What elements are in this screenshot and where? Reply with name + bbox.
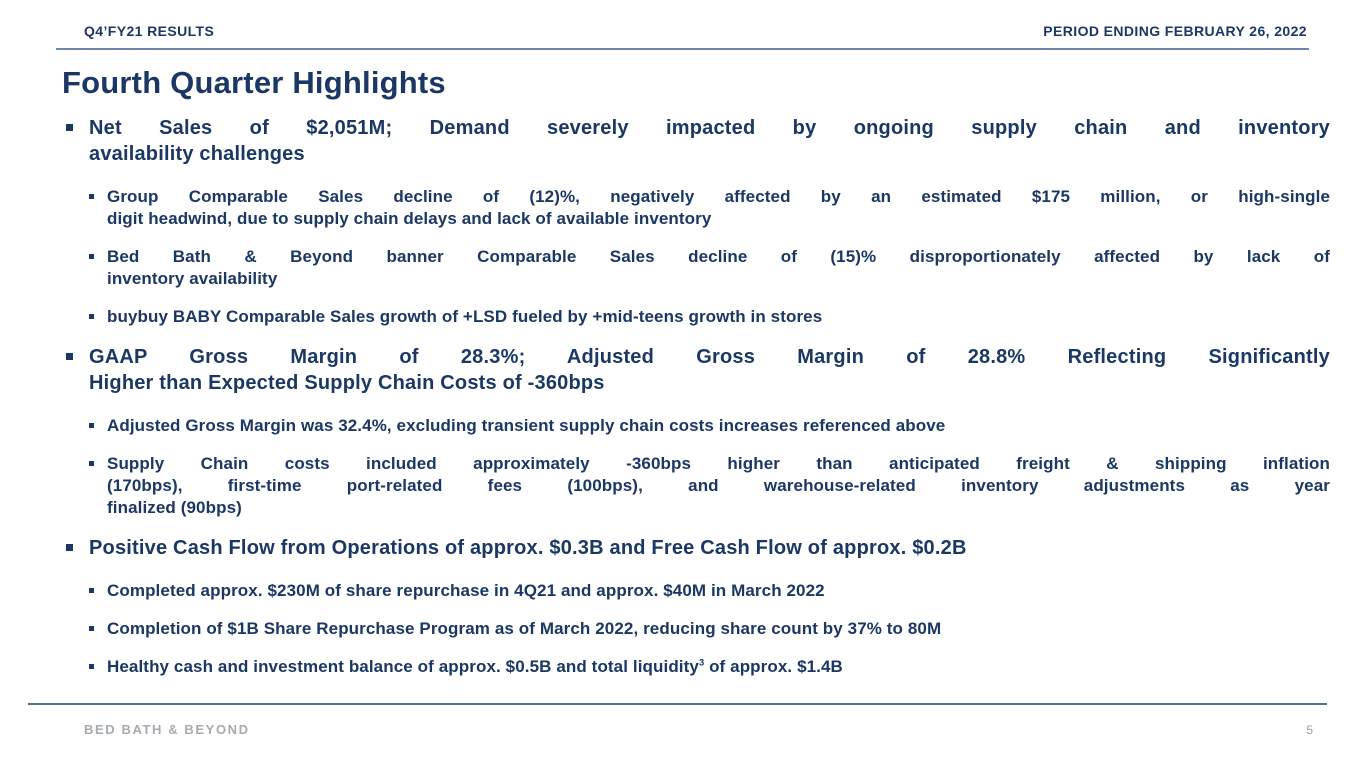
- footnote-ref: 3: [698, 657, 705, 668]
- sub-bullet-text-line: inventory availability: [107, 269, 278, 289]
- sub-bullet-text: Adjusted Gross Margin was 32.4%, excludi…: [107, 415, 1330, 437]
- bullet-text: GAAP Gross Margin of 28.3%; Adjusted Gro…: [89, 344, 1330, 396]
- footer-divider: [28, 703, 1327, 705]
- sub-bullet-text-line: Supply Chain costs included approximatel…: [107, 454, 1330, 474]
- square-bullet-icon: [66, 544, 73, 552]
- sub-bullet-text-line: Completed approx. $230M of share repurch…: [107, 581, 825, 601]
- square-bullet-icon: [66, 353, 73, 361]
- sub-bullet-text-line: Bed Bath & Beyond banner Comparable Sale…: [107, 247, 1330, 267]
- square-bullet-icon: [89, 664, 94, 670]
- sub-bullet-text: buybuy BABY Comparable Sales growth of +…: [107, 306, 1330, 328]
- bullet-text-line: Higher than Expected Supply Chain Costs …: [89, 372, 605, 395]
- square-bullet-icon: [89, 194, 94, 200]
- bullet-item: Positive Cash Flow from Operations of ap…: [65, 535, 1330, 561]
- sub-bullet-text-line: finalized (90bps): [107, 498, 242, 518]
- header-right-label: PERIOD ENDING FEBRUARY 26, 2022: [1043, 23, 1307, 39]
- square-bullet-icon: [66, 124, 73, 132]
- sub-bullet-item: Group Comparable Sales decline of (12)%,…: [89, 186, 1330, 230]
- bullet-text-line: GAAP Gross Margin of 28.3%; Adjusted Gro…: [89, 346, 1330, 369]
- slide-header: Q4’FY21 RESULTS PERIOD ENDING FEBRUARY 2…: [0, 0, 1365, 39]
- bullet-text-line: availability challenges: [89, 143, 305, 166]
- square-bullet-icon: [89, 423, 94, 429]
- sub-bullet-text: Completed approx. $230M of share repurch…: [107, 580, 1330, 602]
- sub-bullet-text-pre: Healthy cash and investment balance of a…: [107, 657, 699, 677]
- bullet-text-line: Net Sales of $2,051M; Demand severely im…: [89, 117, 1330, 140]
- sub-bullet-item: Bed Bath & Beyond banner Comparable Sale…: [89, 246, 1330, 290]
- sub-bullet-text-line: (170bps), first-time port-related fees (…: [107, 476, 1330, 496]
- sub-bullet-item: Adjusted Gross Margin was 32.4%, excludi…: [89, 415, 1330, 437]
- bullet-item: Net Sales of $2,051M; Demand severely im…: [65, 115, 1330, 167]
- square-bullet-icon: [89, 254, 94, 260]
- sub-bullet-text-line: Adjusted Gross Margin was 32.4%, excludi…: [107, 416, 946, 436]
- sub-bullet-text: Healthy cash and investment balance of a…: [107, 656, 1330, 678]
- page-title: Fourth Quarter Highlights: [62, 65, 446, 100]
- square-bullet-icon: [89, 461, 94, 467]
- bullet-text: Net Sales of $2,051M; Demand severely im…: [89, 115, 1330, 167]
- footer-brand: BED BATH & BEYOND: [84, 722, 250, 737]
- sub-bullet-text-line: Group Comparable Sales decline of (12)%,…: [107, 187, 1330, 207]
- sub-bullet-text-line: Healthy cash and investment balance of a…: [107, 656, 1330, 678]
- sub-bullet-item: Completed approx. $230M of share repurch…: [89, 580, 1330, 602]
- bullet-text-line: Positive Cash Flow from Operations of ap…: [89, 537, 967, 560]
- sub-bullet-text-line: Completion of $1B Share Repurchase Progr…: [107, 619, 942, 639]
- sub-bullet-text: Bed Bath & Beyond banner Comparable Sale…: [107, 246, 1330, 290]
- sub-bullet-item: buybuy BABY Comparable Sales growth of +…: [89, 306, 1330, 328]
- sub-bullet-text-line: buybuy BABY Comparable Sales growth of +…: [107, 307, 823, 327]
- bullet-text: Positive Cash Flow from Operations of ap…: [89, 535, 1330, 561]
- sub-bullet-item: Healthy cash and investment balance of a…: [89, 656, 1330, 678]
- square-bullet-icon: [89, 314, 94, 320]
- sub-bullet-item: Supply Chain costs included approximatel…: [89, 453, 1330, 519]
- sub-bullet-item: Completion of $1B Share Repurchase Progr…: [89, 618, 1330, 640]
- slide: Q4’FY21 RESULTS PERIOD ENDING FEBRUARY 2…: [0, 0, 1365, 737]
- page-number: 5: [1306, 723, 1313, 737]
- bullet-item: GAAP Gross Margin of 28.3%; Adjusted Gro…: [65, 344, 1330, 396]
- sub-bullet-text: Supply Chain costs included approximatel…: [107, 453, 1330, 519]
- header-divider: [56, 48, 1309, 50]
- header-left-label: Q4’FY21 RESULTS: [84, 23, 215, 39]
- square-bullet-icon: [89, 588, 94, 594]
- bullet-list: Net Sales of $2,051M; Demand severely im…: [0, 101, 1365, 678]
- square-bullet-icon: [89, 626, 94, 632]
- sub-bullet-text-line: digit headwind, due to supply chain dela…: [107, 209, 712, 229]
- sub-bullet-text-post: of approx. $1.4B: [704, 657, 843, 677]
- sub-bullet-text: Completion of $1B Share Repurchase Progr…: [107, 618, 1330, 640]
- sub-bullet-text: Group Comparable Sales decline of (12)%,…: [107, 186, 1330, 230]
